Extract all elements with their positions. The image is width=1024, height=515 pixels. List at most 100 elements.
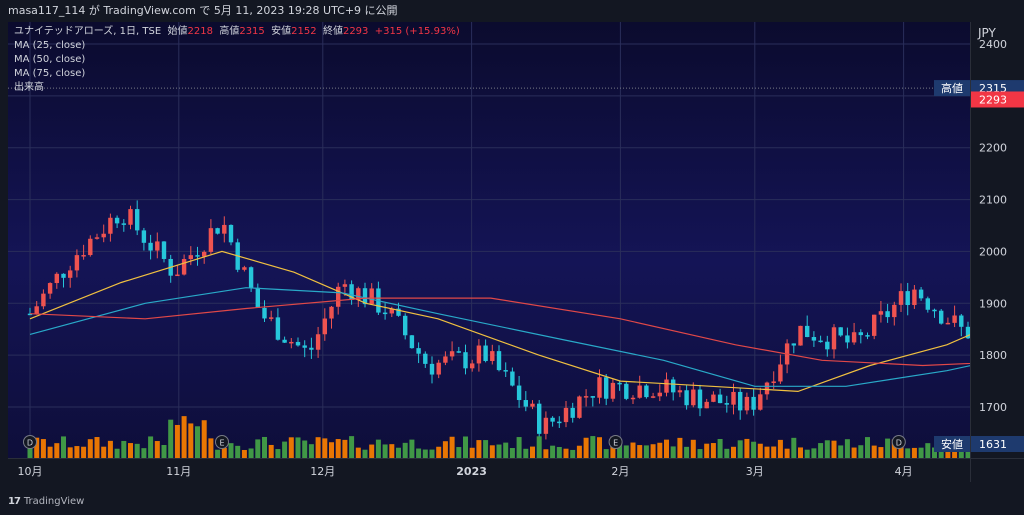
volume-bar <box>811 448 817 458</box>
volume-bar <box>262 436 267 458</box>
candle-body <box>778 364 783 382</box>
candle-body <box>550 417 555 422</box>
volume-bar <box>530 446 535 458</box>
candle-body <box>68 270 73 278</box>
low-tag-label: 安値 <box>941 437 963 451</box>
price-axis[interactable]: 2400230022002100200019001800170023152293… <box>970 22 1024 458</box>
chart-pane[interactable]: D E E D 高値 安値 <box>8 22 970 458</box>
candle-body <box>818 340 823 343</box>
candle-body <box>389 308 394 314</box>
candle-body <box>269 317 274 319</box>
volume-bar <box>771 446 777 458</box>
candle-body <box>811 337 817 341</box>
tradingview-brand: TradingView <box>23 496 85 507</box>
volume-bar <box>154 441 160 458</box>
candle-body <box>208 228 214 252</box>
candle-body <box>664 379 669 393</box>
candle-body <box>289 341 294 344</box>
volume-bar <box>208 438 214 458</box>
volume-bar <box>188 423 194 458</box>
candle-body <box>691 389 696 406</box>
volume-bar <box>556 446 562 458</box>
candle-body <box>617 382 622 385</box>
candle-body <box>898 291 904 305</box>
time-axis-svg: 10月11月12月20232月3月4月5月 <box>18 465 913 478</box>
candle-body <box>222 224 227 234</box>
volume-bar <box>27 446 33 458</box>
candle-body <box>34 306 39 314</box>
time-axis[interactable]: 10月11月12月20232月3月4月5月 <box>8 458 970 483</box>
candle-body <box>409 335 415 349</box>
candle-body <box>349 284 354 300</box>
price-tick-label: 1800 <box>979 349 1007 362</box>
candle-body <box>416 348 421 354</box>
candle-body <box>443 356 448 363</box>
volume-bar <box>784 448 790 458</box>
volume-bar <box>54 443 60 458</box>
ma75-line <box>29 297 970 367</box>
candle-body <box>215 228 220 234</box>
event-marker <box>215 435 229 449</box>
candle-body <box>148 242 153 251</box>
candle-body <box>436 362 441 375</box>
candle-body <box>912 289 917 306</box>
candle-body <box>557 421 562 424</box>
volume-bar <box>476 440 482 458</box>
volume-bar <box>965 448 970 458</box>
volume-bar <box>335 439 341 458</box>
candle-body <box>650 396 656 398</box>
volume-bar <box>396 447 401 458</box>
candle-body <box>329 306 334 319</box>
currency-label[interactable]: JPY <box>978 26 996 40</box>
candle-body <box>630 397 636 400</box>
high-tag-box <box>934 80 970 97</box>
event-marker-label: D <box>27 439 33 448</box>
candle-body <box>892 304 897 318</box>
volume-bar <box>757 443 763 458</box>
candle-body <box>463 352 468 369</box>
time-tick-label: 12月 <box>310 465 335 478</box>
candle-body <box>925 298 930 310</box>
volume-bar <box>503 442 509 458</box>
ma25-line <box>29 250 970 393</box>
candle-body <box>483 345 488 362</box>
candle-body <box>952 315 957 323</box>
volume-bar <box>456 447 462 458</box>
candle-body <box>731 391 736 405</box>
candle-body <box>704 401 709 409</box>
volume-bar <box>858 445 864 458</box>
candle-body <box>121 223 126 225</box>
candle-body <box>825 341 830 350</box>
volume-bar <box>141 448 147 458</box>
volume-bar <box>751 441 757 458</box>
volume-bar <box>195 426 200 458</box>
time-tick-label: 11月 <box>166 465 191 478</box>
volume-bar <box>315 437 321 458</box>
volume-bar <box>657 442 663 458</box>
volume-bar <box>737 440 743 458</box>
candle-body <box>41 293 46 307</box>
candle-body <box>47 283 53 294</box>
tradingview-logo[interactable]: 17 TradingView <box>8 496 84 507</box>
volume-bar <box>369 444 375 458</box>
volume-bar <box>603 449 609 458</box>
volume-bar <box>235 445 241 458</box>
volume-bar <box>583 437 589 458</box>
candle-body <box>88 238 93 256</box>
event-marker <box>608 435 623 449</box>
volume-bar <box>516 437 522 458</box>
volume-bar <box>932 447 937 458</box>
time-tick-label: 4月 <box>895 465 913 478</box>
volume-bar <box>248 448 254 458</box>
candle-body <box>959 315 964 327</box>
volume-bar <box>449 436 455 458</box>
candle-body <box>161 241 167 259</box>
volume-bar <box>704 443 710 458</box>
volume-bar <box>865 437 870 458</box>
candle-body <box>610 382 616 399</box>
candle-body <box>175 274 180 277</box>
volume-bar <box>34 437 40 458</box>
price-tick-label: 2400 <box>979 38 1007 51</box>
candle-body <box>262 307 267 319</box>
volume-bar <box>181 416 187 458</box>
